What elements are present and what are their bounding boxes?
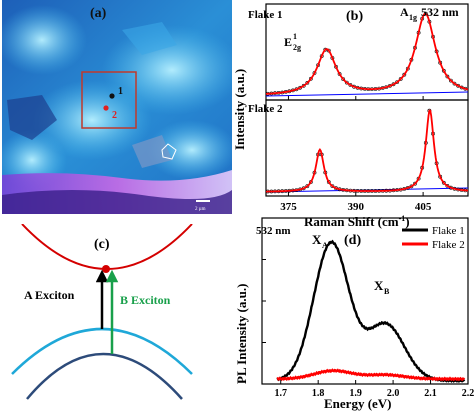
b-exciton-label: B Exciton — [120, 293, 171, 307]
a1g-mode-label: A 1g 532 nm — [400, 5, 459, 22]
raman-data-point — [309, 76, 313, 81]
pl-legend: Flake 1 Flake 2 — [402, 225, 465, 251]
pl-y-label: PL Intensity (a.u.) — [234, 284, 249, 384]
raman-plot-area: 375 390 405 — [265, 3, 469, 213]
pl-svg: 1.7 1.8 1.9 2.0 2.1 2.2 532 nm (d) X A X B Fl… — [234, 217, 474, 411]
pl-x-tick-label: 1.8 — [312, 388, 325, 399]
raman-data-point — [305, 184, 310, 189]
point-1-label: 1 — [118, 86, 123, 97]
pl-legend-label-2: Flake 2 — [432, 239, 465, 251]
valence-band-upper — [11, 327, 193, 375]
raman-data-point — [330, 184, 335, 189]
raman-chart: 375 390 405 Flake 1 Flake 2 (b) E 1 2g A 1… — [232, 0, 474, 232]
xb-sub: B — [384, 287, 390, 296]
raman-data-point — [448, 78, 453, 83]
raman-data-point — [344, 80, 349, 85]
raman-data-point — [398, 77, 403, 81]
raman-svg: 375 390 405 Flake 1 Flake 2 (b) E 1 2g A 1… — [232, 3, 469, 229]
xa-peak-label: X A — [312, 232, 328, 250]
pl-x-tick-label: 1.9 — [349, 388, 362, 399]
raman-laser-label: 532 nm — [421, 5, 459, 19]
band-diagram-svg: A Exciton B Exciton (c) — [11, 223, 193, 400]
xb-main: X — [374, 278, 384, 293]
raman-frame-2 — [265, 99, 469, 197]
pl-legend-label-1: Flake 1 — [432, 225, 465, 237]
xa-main: X — [312, 232, 322, 247]
panel-d-label: (d) — [344, 233, 361, 248]
raman-x-tick-label: 405 — [415, 201, 432, 213]
pl-x-tick-label: 1.7 — [274, 388, 287, 399]
raman-baseline-1 — [265, 91, 469, 97]
xb-peak-label: X B — [374, 278, 390, 296]
pl-chart: 1.7 1.8 1.9 2.0 2.1 2.2 532 nm (d) X A X B Fl… — [232, 214, 474, 412]
pl-x-label: Energy (eV) — [324, 396, 392, 411]
point-1-marker — [109, 93, 115, 99]
point-2-marker — [103, 105, 109, 111]
a1g-main: A — [400, 5, 409, 19]
raman-flake1-label: Flake 1 — [248, 9, 283, 21]
micrograph-image: 1 2 (a) 2 µm — [2, 0, 232, 214]
raman-y-label: Intensity (a.u.) — [232, 69, 247, 150]
raman-data-point — [341, 77, 346, 82]
point-2-label: 2 — [112, 110, 117, 121]
raman-x-tick-label: 375 — [280, 201, 297, 213]
pl-laser-label: 532 nm — [256, 225, 291, 237]
conduction-band-minimum — [102, 265, 110, 273]
raman-x-tick-label: 390 — [348, 201, 365, 213]
panel-a-label: (a) — [90, 6, 107, 21]
raman-data-point — [305, 81, 310, 85]
optical-micrograph-panel: 1 2 (a) 2 µm — [2, 0, 232, 214]
e2g-sup: 1 — [293, 32, 297, 41]
a1g-sub: 1g — [409, 13, 417, 22]
pl-x-tick-label: 2.1 — [424, 388, 437, 399]
raman-flake2-label: Flake 2 — [248, 103, 283, 115]
scale-bar — [196, 200, 210, 202]
band-diagram-panel: A Exciton B Exciton (c) — [2, 223, 232, 412]
region-frame — [81, 71, 137, 129]
pl-line-flake-2 — [276, 368, 466, 382]
raman-fit-2 — [266, 109, 469, 193]
panel-b-label: (b) — [346, 9, 363, 24]
raman-data-point — [413, 181, 417, 186]
e2g-sub: 2g — [293, 43, 301, 52]
valence-band-lower — [26, 352, 183, 400]
xa-sub: A — [322, 241, 328, 250]
e2g-main: E — [284, 35, 292, 49]
pl-x-tick-label: 2.2 — [462, 388, 474, 399]
raman-fit-1 — [265, 12, 469, 95]
pl-plot-area: 1.7 1.8 1.9 2.0 2.1 2.2 — [261, 217, 474, 399]
panel-c-label: (c) — [94, 237, 110, 252]
raman-data-point — [441, 180, 446, 185]
pl-line-flake-1 — [276, 239, 466, 383]
a-exciton-label: A Exciton — [24, 288, 75, 302]
e2g-mode-label: E 1 2g — [284, 32, 301, 52]
scale-bar-label: 2 µm — [195, 207, 206, 212]
pl-x-tick-label: 2.0 — [387, 388, 400, 399]
